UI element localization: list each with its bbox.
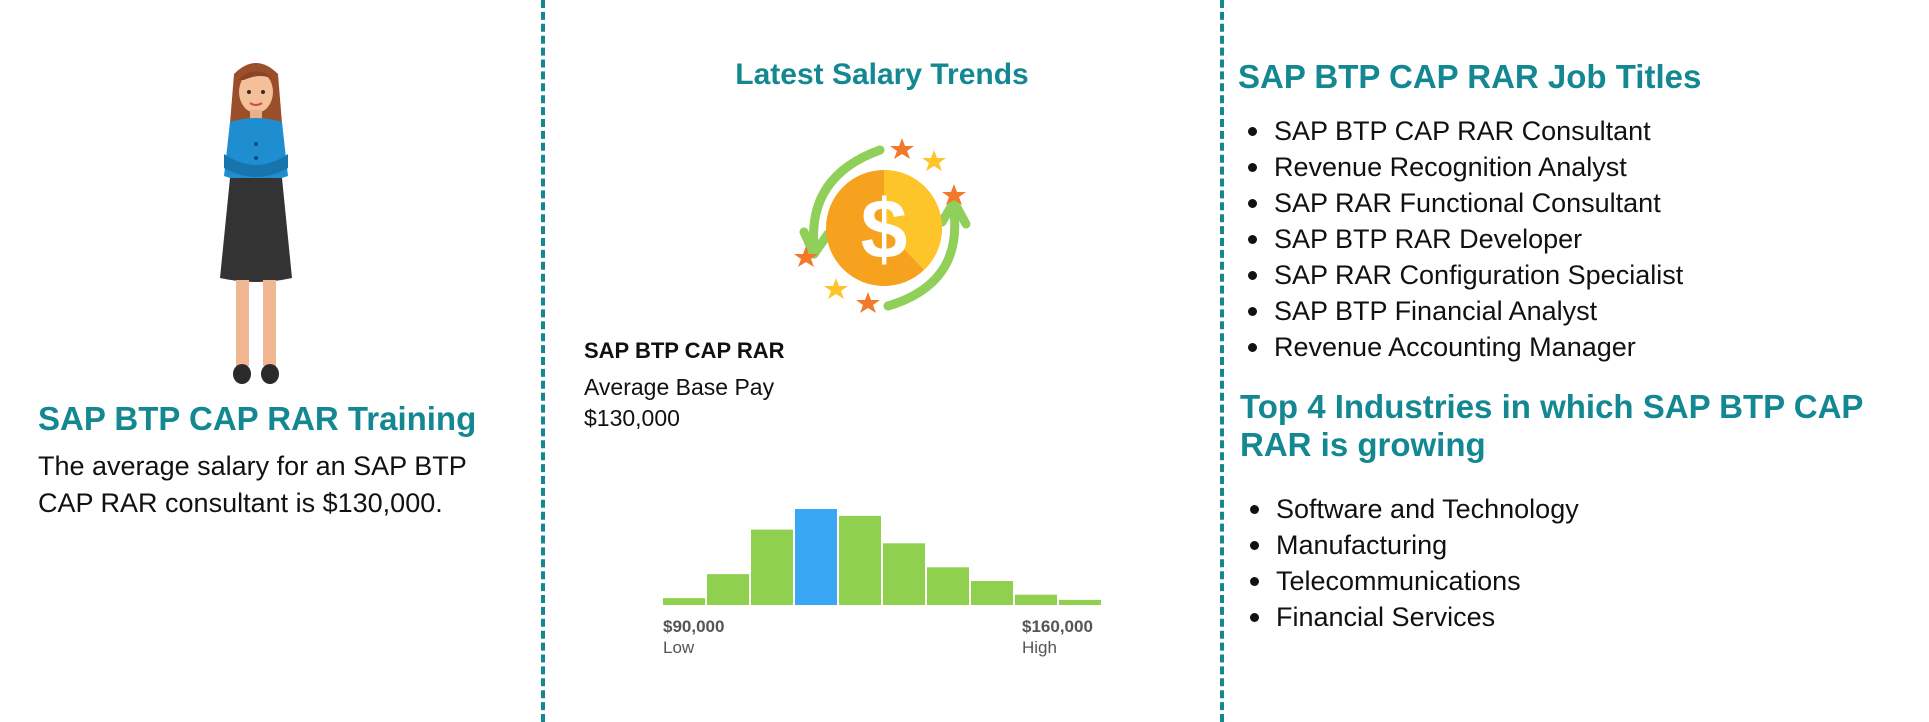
job-title-item: Revenue Accounting Manager — [1236, 329, 1683, 365]
woman-illustration — [220, 63, 292, 384]
salary-trends-title: Latest Salary Trends — [735, 58, 1029, 91]
salary-column: Latest Salary Trends $ SAP BTP CAP RAR A… — [546, 0, 1218, 722]
histogram-bar-highlighted — [795, 509, 837, 605]
training-title: SAP BTP CAP RAR Training — [38, 400, 477, 437]
industry-item: Software and Technology — [1238, 491, 1579, 527]
job-titles-list: SAP BTP CAP RAR Consultant Revenue Recog… — [1236, 113, 1683, 365]
histogram-bar — [1059, 599, 1101, 605]
job-title-item: SAP RAR Functional Consultant — [1236, 185, 1683, 221]
high-range-label: $160,000 High — [1022, 616, 1093, 658]
jobs-column: SAP BTP CAP RAR Job Titles SAP BTP CAP R… — [1226, 0, 1926, 722]
svg-text:$: $ — [861, 182, 908, 276]
job-title-item: SAP BTP Financial Analyst — [1236, 293, 1683, 329]
high-text: High — [1022, 638, 1057, 657]
industry-item: Telecommunications — [1238, 563, 1579, 599]
dollar-coin-icon: $ — [794, 138, 971, 313]
column-divider-right — [1220, 0, 1224, 722]
industry-item: Manufacturing — [1238, 527, 1579, 563]
salary-histogram — [663, 509, 1101, 605]
job-title-item: SAP BTP CAP RAR Consultant — [1236, 113, 1683, 149]
job-title-item: Revenue Recognition Analyst — [1236, 149, 1683, 185]
column-divider-left — [541, 0, 545, 722]
histogram-bar — [971, 581, 1013, 605]
training-description: The average salary for an SAP BTP CAP RA… — [38, 451, 467, 518]
role-name: SAP BTP CAP RAR — [584, 338, 785, 363]
low-value: $90,000 — [663, 617, 725, 636]
training-column: SAP BTP CAP RAR Training The average sal… — [0, 0, 540, 722]
histogram-bar — [707, 574, 749, 605]
histogram-bar — [751, 529, 793, 605]
industries-list: Software and Technology Manufacturing Te… — [1238, 491, 1579, 635]
low-range-label: $90,000 Low — [663, 616, 724, 658]
low-text: Low — [663, 638, 695, 657]
histogram-bar — [663, 598, 705, 605]
histogram-bar — [839, 515, 881, 605]
job-titles-heading: SAP BTP CAP RAR Job Titles — [1238, 58, 1702, 95]
high-value: $160,000 — [1022, 617, 1093, 636]
histogram-bar — [1015, 594, 1057, 605]
job-title-item: SAP RAR Configuration Specialist — [1236, 257, 1683, 293]
industries-heading: Top 4 Industries in which SAP BTP CAP RA… — [1240, 388, 1863, 463]
job-title-item: SAP BTP RAR Developer — [1236, 221, 1683, 257]
histogram-bar — [927, 567, 969, 605]
average-base-pay: Average Base Pay $130,000 — [584, 374, 775, 431]
histogram-bar — [883, 543, 925, 605]
industry-item: Financial Services — [1238, 599, 1579, 635]
